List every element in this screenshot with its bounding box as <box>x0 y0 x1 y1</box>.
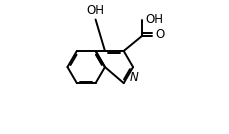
Text: OH: OH <box>145 13 163 26</box>
Text: N: N <box>129 71 138 84</box>
Text: O: O <box>155 28 164 41</box>
Text: OH: OH <box>86 4 104 17</box>
